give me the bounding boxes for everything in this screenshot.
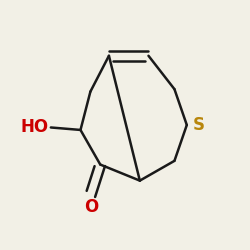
Text: O: O bbox=[84, 198, 99, 216]
Text: S: S bbox=[193, 116, 205, 134]
Text: HO: HO bbox=[20, 118, 48, 136]
